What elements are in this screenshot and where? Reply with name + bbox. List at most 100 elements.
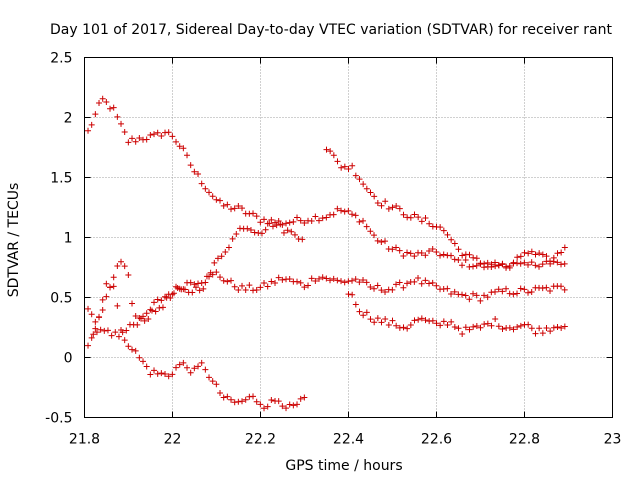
data-point	[411, 211, 418, 218]
data-point	[437, 252, 444, 259]
data-point	[396, 205, 403, 212]
data-point	[253, 286, 260, 293]
data-point	[363, 279, 370, 286]
y-tick-label: 1.5	[50, 171, 72, 187]
data-point	[203, 273, 210, 280]
data-point	[277, 221, 284, 228]
data-point	[440, 318, 447, 325]
data-point	[209, 378, 216, 385]
x-tick-label: 22.4	[333, 432, 364, 448]
data-point	[288, 228, 295, 235]
data-point	[184, 152, 191, 159]
data-point	[286, 219, 293, 226]
data-point	[290, 218, 297, 225]
data-point	[222, 249, 229, 256]
data-point	[396, 247, 403, 254]
y-tick-label: 2	[64, 111, 73, 127]
data-point	[459, 291, 466, 298]
data-point	[477, 324, 484, 331]
data-point	[418, 218, 425, 225]
data-point	[229, 235, 236, 242]
data-point	[367, 316, 374, 323]
data-point	[323, 146, 330, 153]
data-point	[279, 403, 286, 410]
data-point	[103, 98, 110, 105]
data-point	[294, 214, 301, 221]
data-point	[158, 132, 165, 139]
data-point	[107, 105, 114, 112]
data-point	[264, 403, 271, 410]
data-point	[517, 322, 524, 329]
data-point	[543, 253, 550, 260]
data-point	[143, 310, 150, 317]
data-point	[250, 210, 257, 217]
data-point	[382, 238, 389, 245]
data-point	[455, 325, 462, 332]
data-point	[191, 365, 198, 372]
data-point	[389, 204, 396, 211]
data-point	[433, 248, 440, 255]
data-point	[499, 326, 506, 333]
data-point	[257, 219, 264, 226]
data-point	[284, 227, 291, 234]
data-point	[141, 317, 148, 324]
data-point	[385, 321, 392, 328]
data-point	[451, 288, 458, 295]
data-point	[481, 292, 488, 299]
data-point	[470, 290, 477, 297]
series-track-f	[345, 291, 568, 337]
data-point	[90, 331, 97, 338]
data-point	[261, 405, 268, 412]
data-point	[481, 321, 488, 328]
data-point	[110, 274, 117, 281]
series-track-a	[85, 95, 568, 271]
data-point	[499, 288, 506, 295]
series-track-e	[323, 146, 568, 271]
data-point	[275, 218, 282, 225]
data-point	[462, 256, 469, 263]
data-point	[448, 318, 455, 325]
data-point	[451, 240, 458, 247]
data-point	[514, 290, 521, 297]
data-point	[231, 399, 238, 406]
data-point	[466, 326, 473, 333]
data-point	[85, 127, 92, 134]
data-point	[154, 370, 161, 377]
data-point	[510, 326, 517, 333]
data-point	[162, 370, 169, 377]
data-point	[459, 330, 466, 337]
data-point	[532, 330, 539, 337]
data-point	[242, 286, 249, 293]
data-point	[239, 398, 246, 405]
data-point	[294, 278, 301, 285]
data-point	[437, 224, 444, 231]
data-point	[470, 254, 477, 261]
axis-ticks	[84, 57, 613, 418]
data-point	[554, 323, 561, 330]
data-point	[455, 246, 462, 253]
data-point	[92, 325, 99, 332]
y-axis-label: SDTVAR / TECUs	[6, 183, 22, 298]
x-tick-label: 22.6	[421, 432, 452, 448]
data-point	[363, 309, 370, 316]
data-point	[422, 277, 429, 284]
data-point	[184, 364, 191, 371]
data-point	[250, 393, 257, 400]
data-point	[272, 279, 279, 286]
data-point	[88, 334, 95, 341]
data-point	[352, 172, 359, 179]
data-point	[378, 319, 385, 326]
data-point	[330, 211, 337, 218]
data-point	[521, 259, 528, 266]
data-point	[422, 214, 429, 221]
data-point	[195, 363, 202, 370]
data-point	[206, 374, 213, 381]
data-point	[389, 317, 396, 324]
data-point	[561, 286, 568, 293]
data-point	[253, 398, 260, 405]
data-point	[517, 253, 524, 260]
data-point	[217, 389, 224, 396]
tick-labels: 21.8 22 22.2 22.4 22.6 22.8 23 -0.5 0 0.5 1 1.5 2 2.5	[45, 51, 621, 448]
data-point	[495, 262, 502, 269]
data-point	[374, 199, 381, 206]
